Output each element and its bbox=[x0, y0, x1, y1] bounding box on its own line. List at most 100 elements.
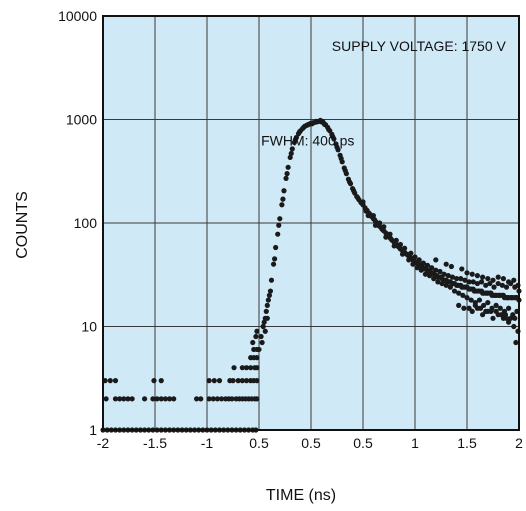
y-tick-labels: 110100100010000 bbox=[58, 8, 97, 438]
data-point bbox=[470, 272, 475, 277]
data-point bbox=[387, 232, 392, 237]
data-point bbox=[392, 243, 397, 248]
data-point bbox=[501, 276, 506, 281]
data-point bbox=[264, 309, 269, 314]
data-point bbox=[491, 285, 496, 290]
data-point bbox=[272, 256, 277, 261]
data-point bbox=[281, 188, 286, 193]
data-point bbox=[433, 257, 438, 262]
data-point bbox=[494, 309, 499, 314]
data-point bbox=[286, 165, 291, 170]
data-point bbox=[269, 278, 274, 283]
data-point bbox=[417, 257, 422, 262]
y-tick-label: 100 bbox=[74, 215, 98, 231]
data-point bbox=[431, 276, 436, 281]
data-point bbox=[398, 242, 403, 247]
data-point bbox=[479, 279, 484, 284]
data-point bbox=[326, 127, 331, 132]
data-point bbox=[464, 270, 469, 275]
data-point bbox=[351, 188, 356, 193]
data-point bbox=[498, 306, 503, 311]
data-point bbox=[230, 378, 235, 383]
data-point bbox=[280, 197, 285, 202]
data-point bbox=[513, 340, 518, 345]
data-point bbox=[254, 365, 259, 370]
data-point bbox=[360, 199, 365, 204]
x-tick-label: 2 bbox=[515, 435, 523, 451]
data-point bbox=[496, 275, 501, 280]
data-point bbox=[275, 232, 280, 237]
data-point bbox=[511, 324, 516, 329]
data-point bbox=[444, 262, 449, 267]
data-point bbox=[263, 329, 268, 334]
data-point bbox=[419, 268, 424, 273]
x-tick-label: -1 bbox=[201, 435, 214, 451]
data-point bbox=[449, 264, 454, 269]
data-point bbox=[506, 279, 511, 284]
data-point bbox=[284, 171, 289, 176]
data-point bbox=[159, 378, 164, 383]
data-point bbox=[339, 156, 344, 161]
data-point bbox=[265, 316, 270, 321]
data-point bbox=[483, 309, 488, 314]
data-point bbox=[254, 378, 259, 383]
data-point bbox=[459, 266, 464, 271]
data-point bbox=[347, 179, 352, 184]
data-point bbox=[466, 306, 471, 311]
data-point bbox=[283, 176, 288, 181]
data-point bbox=[198, 396, 203, 401]
data-point bbox=[276, 223, 281, 228]
data-point bbox=[485, 276, 490, 281]
data-point bbox=[142, 396, 147, 401]
data-point bbox=[506, 306, 511, 311]
data-point bbox=[394, 238, 399, 243]
data-point bbox=[260, 340, 265, 345]
data-point bbox=[400, 252, 405, 257]
data-point bbox=[475, 273, 480, 278]
data-point bbox=[513, 295, 518, 300]
data-point bbox=[258, 334, 263, 339]
data-point bbox=[503, 312, 508, 317]
data-point bbox=[108, 378, 113, 383]
y-tick-label: 10000 bbox=[58, 8, 97, 24]
data-point bbox=[371, 213, 376, 218]
data-point bbox=[388, 236, 393, 241]
data-point bbox=[408, 251, 413, 256]
x-tick-label: 0.5 bbox=[301, 435, 321, 451]
data-point bbox=[477, 297, 482, 302]
x-tick-label: 1 bbox=[411, 435, 419, 451]
x-axis-label: TIME (ns) bbox=[266, 487, 336, 504]
data-point bbox=[265, 303, 270, 308]
data-point bbox=[456, 303, 461, 308]
data-point bbox=[271, 262, 276, 267]
x-tick-label: 0.5 bbox=[249, 435, 269, 451]
data-point bbox=[490, 278, 495, 283]
data-point bbox=[377, 220, 382, 225]
data-point bbox=[343, 168, 348, 173]
y-tick-label: 1000 bbox=[66, 112, 97, 128]
data-point bbox=[104, 396, 109, 401]
data-point bbox=[273, 245, 278, 250]
data-point bbox=[250, 340, 255, 345]
data-point bbox=[383, 235, 388, 240]
data-point bbox=[254, 329, 259, 334]
data-point bbox=[461, 306, 466, 311]
x-tick-label: -2 bbox=[97, 435, 110, 451]
data-point bbox=[113, 378, 118, 383]
x-tick-label: 1.5 bbox=[457, 435, 477, 451]
data-point bbox=[448, 285, 453, 290]
data-point bbox=[480, 275, 485, 280]
data-point bbox=[478, 306, 483, 311]
data-point bbox=[231, 365, 236, 370]
data-point bbox=[490, 316, 495, 321]
data-point bbox=[212, 378, 217, 383]
data-point bbox=[488, 309, 493, 314]
data-point bbox=[366, 213, 371, 218]
data-point bbox=[171, 396, 176, 401]
chart-annotation: FWHM: 400 ps bbox=[261, 133, 354, 149]
data-point bbox=[406, 257, 411, 262]
data-point bbox=[279, 202, 284, 207]
data-point bbox=[381, 224, 386, 229]
chart-annotation: SUPPLY VOLTAGE: 1750 V bbox=[332, 38, 507, 54]
